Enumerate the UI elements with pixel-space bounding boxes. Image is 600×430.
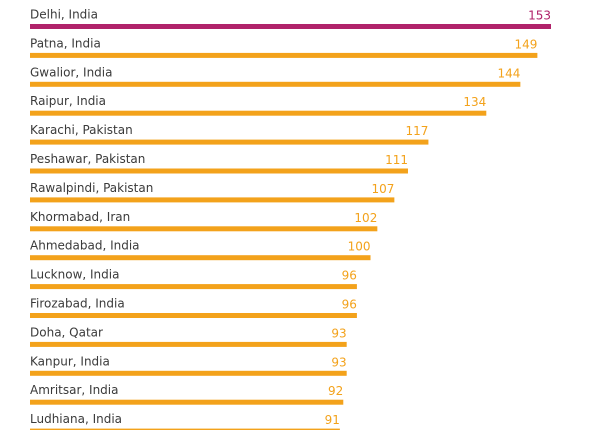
value-label: 93 [331,355,346,369]
category-label: Firozabad, India [30,297,125,311]
category-label: Raipur, India [30,94,106,108]
bar [30,226,378,232]
bar [30,399,344,405]
value-label: 100 [348,240,371,254]
category-label: Peshawar, Pakistan [30,152,145,166]
value-label: 117 [406,124,429,138]
category-label: Karachi, Pakistan [30,123,133,137]
value-label: 96 [342,298,357,312]
category-label: Amritsar, India [30,383,119,397]
bar [30,370,347,376]
bar [30,168,408,174]
category-label: Ahmedabad, India [30,239,140,253]
category-label: Doha, Qatar [30,325,103,339]
value-label: 134 [463,95,486,109]
bar [30,52,538,58]
value-label: 111 [385,153,408,167]
category-label: Lucknow, India [30,268,119,282]
category-label: Patna, India [30,36,101,50]
value-label: 149 [514,37,537,51]
value-label: 91 [325,413,340,427]
category-label: Khormabad, Iran [30,210,130,224]
value-label: 107 [371,182,394,196]
value-label: 96 [342,269,357,283]
category-label: Ludhiana, India [30,412,122,426]
value-label: 102 [354,211,377,225]
bar [30,110,487,116]
value-label: 92 [328,384,343,398]
bar [30,428,340,430]
bar [30,197,395,203]
value-label: 144 [497,66,520,80]
bar [30,81,521,87]
bar [30,313,357,318]
bar [30,24,551,29]
category-label: Gwalior, India [30,65,113,79]
category-label: Rawalpindi, Pakistan [30,181,153,195]
bar [30,255,371,261]
value-label: 153 [528,9,551,23]
bar [30,284,357,290]
value-label: 93 [331,326,346,340]
category-label: Delhi, India [30,8,98,22]
category-label: Kanpur, India [30,354,110,368]
bar [30,139,429,145]
bar [30,341,347,347]
